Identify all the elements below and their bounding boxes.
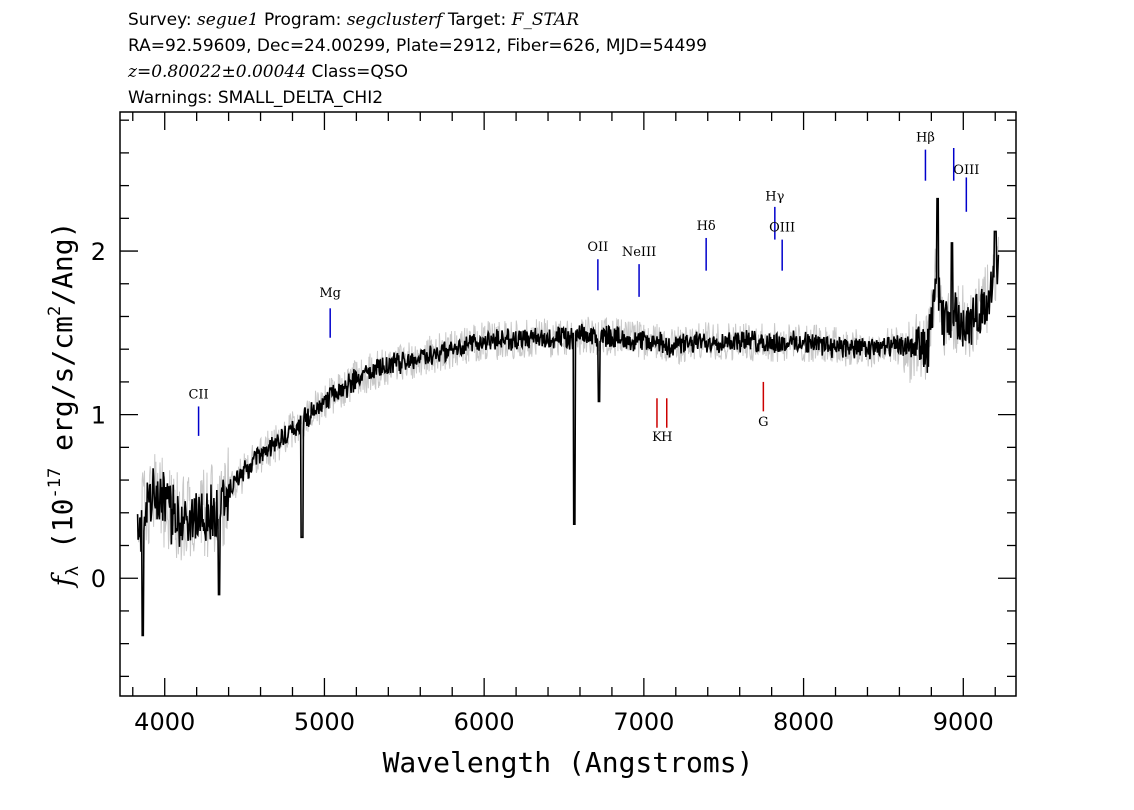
survey-label: Survey:	[128, 10, 192, 30]
emission-line-label: OIII	[769, 220, 795, 235]
class-value: Class=QSO	[311, 62, 408, 82]
emission-line-label: Hδ	[697, 219, 716, 234]
y-axis-label: fλ (10-17 erg/s/cm2/Ang)	[45, 221, 83, 588]
y-tick-labels: 0 1 2	[91, 238, 106, 593]
axis-ticks	[120, 112, 1016, 696]
y-axis-mid: erg/s/cm	[46, 316, 79, 468]
header-line-3: z=0.80022±0.00044 Class=QSO	[128, 62, 408, 82]
x-tick-label: 8000	[773, 708, 834, 736]
survey-value: segue1	[197, 10, 259, 30]
emission-line-label: CII	[188, 387, 208, 402]
y-tick-label: 0	[91, 565, 106, 593]
y-axis-sub: λ	[63, 566, 83, 576]
flux-line	[136, 197, 1000, 637]
x-tick-label: 6000	[454, 708, 515, 736]
emission-line-label: Hγ	[765, 189, 784, 204]
noise-band	[137, 236, 999, 561]
program-value: segclusterf	[346, 10, 443, 30]
y-tick-label: 2	[91, 238, 106, 266]
target-label: Target:	[447, 10, 507, 30]
x-tick-label: 9000	[933, 708, 994, 736]
x-axis-label: Wavelength (Angstroms)	[383, 746, 754, 779]
target-value: F_STAR	[511, 10, 580, 30]
emission-line-label: NeIII	[622, 245, 656, 260]
x-tick-label: 4000	[134, 708, 195, 736]
program-label: Program:	[263, 10, 342, 30]
x-tick-labels: 4000 5000 6000 7000 8000 9000	[134, 708, 994, 736]
redshift-value: z=0.80022±0.00044	[128, 62, 307, 82]
emission-line-label: Hβ	[916, 130, 935, 145]
line-annotations: CII Mg OII NeIII Hδ Hγ OIII Hβ OIII K H G	[188, 130, 979, 444]
absorption-line-label: K	[652, 430, 662, 445]
x-tick-label: 5000	[294, 708, 355, 736]
header-line-4: Warnings: SMALL_DELTA_CHI2	[128, 88, 384, 108]
header-line-1: Survey: segue1 Program: segclusterf Targ…	[128, 10, 579, 30]
flux-series	[136, 197, 1000, 637]
x-tick-label: 7000	[613, 708, 674, 736]
emission-line-label: OIII	[953, 163, 979, 178]
y-axis-exp: -17	[45, 468, 65, 499]
header-line-2: RA=92.59609, Dec=24.00299, Plate=2912, F…	[128, 36, 707, 56]
emission-line-label: Mg	[319, 286, 341, 301]
y-axis-end: /Ang)	[46, 221, 79, 305]
absorption-line-label: G	[758, 415, 768, 430]
noise-line	[137, 236, 999, 561]
emission-line-label: OII	[587, 240, 608, 255]
plot-frame	[119, 111, 1017, 697]
absorption-line-label: H	[661, 430, 672, 445]
y-tick-label: 1	[91, 402, 106, 430]
y-axis-exp2: 2	[45, 306, 65, 316]
y-axis-base: (10	[46, 498, 79, 565]
